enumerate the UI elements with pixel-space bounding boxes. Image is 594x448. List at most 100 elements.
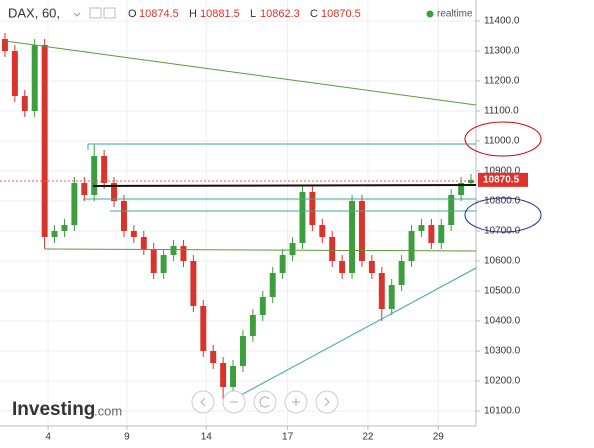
candle-body: [329, 237, 336, 261]
x-tick-label: 4: [45, 432, 51, 443]
x-tick-label: 9: [124, 432, 130, 443]
candle-body: [418, 225, 425, 231]
ohlc-value: 10862.3: [260, 8, 300, 20]
y-tick-label: 10100.0: [484, 406, 521, 417]
trendline: [227, 267, 477, 403]
candle-body: [458, 183, 465, 195]
candle-body: [41, 45, 48, 237]
candle-body: [160, 255, 167, 273]
x-tick-label: 14: [201, 432, 213, 443]
y-tick-label: 11000.0: [484, 136, 520, 147]
y-tick-label: 10300.0: [484, 346, 521, 357]
dropdown-arrow: [73, 12, 81, 17]
level-line: [44, 248, 477, 252]
candle-body: [51, 231, 58, 237]
y-tick-label: 10700.0: [484, 226, 521, 237]
candle-body: [239, 336, 246, 366]
ohlc-value: 10870.5: [321, 8, 361, 20]
candle-body: [120, 201, 127, 231]
candle-body: [101, 156, 108, 183]
candle-body: [299, 192, 306, 243]
candle-body: [220, 363, 227, 387]
icon: [324, 397, 330, 407]
candle-body: [130, 231, 137, 237]
icon: [259, 396, 270, 408]
highlight-ellipse: [464, 197, 542, 233]
logo-suffix: .com: [94, 403, 122, 418]
candle-body: [230, 366, 237, 387]
y-tick-label: 10200.0: [484, 376, 521, 387]
candle-body: [200, 306, 207, 351]
candle-body: [339, 261, 346, 273]
highlight-ellipse: [464, 121, 542, 157]
candle-body: [468, 179, 475, 183]
scroll-left-button[interactable]: [191, 390, 215, 414]
axis-labels: 10100.0 10200.0 10300.0 10400.0 10500.0 10600…: [45, 16, 528, 443]
candle-body: [289, 243, 296, 255]
y-tick-label: 10900.0: [484, 166, 521, 177]
candle-body: [378, 273, 385, 309]
x-tick-label: 17: [282, 432, 294, 443]
candle-body: [31, 45, 38, 111]
candle-body: [358, 201, 365, 261]
logo-main: Investing: [12, 399, 95, 420]
candle-body: [249, 315, 256, 336]
candle-body: [279, 255, 286, 273]
candle-body: [1, 39, 8, 51]
candle-body: [190, 261, 197, 306]
y-tick-label: 10800.0: [484, 196, 521, 207]
candle-body: [150, 249, 157, 273]
candle-body: [21, 96, 28, 111]
y-tick-label: 10400.0: [484, 316, 521, 327]
x-tick-label: 22: [362, 432, 374, 443]
candle-body: [91, 156, 98, 195]
last-price-tag: [478, 172, 528, 187]
candle-body: [388, 285, 395, 309]
x-tick-label: 29: [433, 432, 445, 443]
y-tick-label: 11100.0: [484, 106, 519, 117]
candle-body: [448, 195, 455, 225]
y-tick-label: 11400.0: [484, 16, 520, 27]
y-tick-label: 10500.0: [484, 286, 521, 297]
candle-body: [140, 237, 147, 249]
candle-body: [11, 51, 18, 96]
candle-body: [71, 183, 78, 225]
ohlc-key: O: [128, 8, 137, 20]
candle-body: [349, 201, 356, 273]
ohlc-value: 10881.5: [200, 8, 240, 20]
candle-body: [170, 246, 177, 255]
realtime-dot: [426, 10, 434, 18]
icon: [200, 397, 206, 407]
nav-buttons: [191, 390, 339, 414]
icon: [89, 7, 102, 19]
grid: [0, 0, 476, 426]
y-tick-label: 10600.0: [484, 256, 521, 267]
scroll-right-button[interactable]: [315, 390, 339, 414]
candle-body: [398, 261, 405, 285]
y-tick-label: 11300.0: [484, 46, 520, 57]
y-tick-label: 11200.0: [484, 76, 520, 87]
candle-body: [428, 225, 435, 243]
level-line: [92, 184, 477, 187]
ohlc-value: 10874.5: [139, 8, 179, 20]
reset-button[interactable]: [253, 390, 277, 414]
candle-body: [309, 192, 316, 225]
candle-body: [319, 225, 326, 237]
logo: Investing .com: [12, 399, 122, 420]
ohlc-key: L: [250, 8, 256, 20]
candle-body: [269, 273, 276, 297]
symbol: DAX, 60,: [8, 5, 60, 20]
ohlc-key: C: [310, 8, 318, 20]
trendline: [4, 40, 477, 106]
candle-body: [368, 261, 375, 273]
ohlc-key: H: [189, 8, 197, 20]
candle-body: [438, 225, 445, 243]
candle-body: [180, 246, 187, 261]
candle-body: [111, 183, 118, 201]
candle-body: [81, 183, 88, 195]
icon: [103, 7, 116, 19]
candle-body: [259, 297, 266, 315]
